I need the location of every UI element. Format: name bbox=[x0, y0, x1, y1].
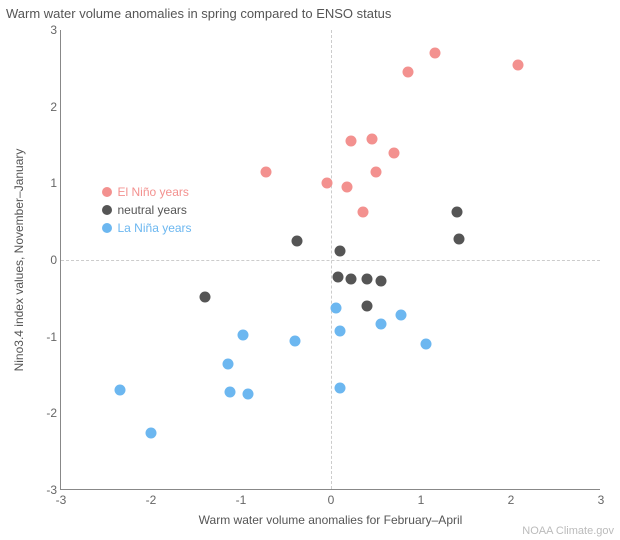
y-tick-label: 1 bbox=[39, 176, 57, 190]
x-tick-label: -1 bbox=[236, 493, 247, 507]
legend-marker-icon bbox=[102, 187, 112, 197]
scatter-point bbox=[342, 182, 353, 193]
legend-marker-icon bbox=[102, 205, 112, 215]
scatter-point bbox=[335, 245, 346, 256]
scatter-point bbox=[366, 133, 377, 144]
credit-text: NOAA Climate.gov bbox=[522, 525, 614, 537]
scatter-point bbox=[371, 166, 382, 177]
scatter-point bbox=[362, 301, 373, 312]
zero-line-horizontal bbox=[61, 260, 600, 261]
scatter-point bbox=[237, 330, 248, 341]
scatter-point bbox=[200, 291, 211, 302]
scatter-point bbox=[362, 274, 373, 285]
scatter-point bbox=[290, 335, 301, 346]
scatter-point bbox=[396, 310, 407, 321]
y-axis-label: Nino3.4 index values, November–January bbox=[12, 148, 26, 371]
y-tick-label: -1 bbox=[39, 330, 57, 344]
y-tick-label: 0 bbox=[39, 253, 57, 267]
scatter-point bbox=[225, 386, 236, 397]
x-tick-label: 2 bbox=[508, 493, 515, 507]
scatter-point bbox=[291, 235, 302, 246]
x-tick-label: -3 bbox=[56, 493, 67, 507]
scatter-point bbox=[513, 59, 524, 70]
scatter-point bbox=[222, 358, 233, 369]
scatter-point bbox=[375, 275, 386, 286]
legend-item: neutral years bbox=[102, 201, 192, 219]
y-tick-label: -2 bbox=[39, 406, 57, 420]
legend: El Niño yearsneutral yearsLa Niña years bbox=[102, 183, 192, 237]
scatter-point bbox=[452, 207, 463, 218]
scatter-point bbox=[335, 326, 346, 337]
y-tick-label: 3 bbox=[39, 23, 57, 37]
legend-item: La Niña years bbox=[102, 219, 192, 237]
scatter-point bbox=[146, 427, 157, 438]
scatter-point bbox=[345, 274, 356, 285]
scatter-point bbox=[345, 136, 356, 147]
scatter-point bbox=[243, 389, 254, 400]
scatter-point bbox=[402, 67, 413, 78]
scatter-point bbox=[333, 271, 344, 282]
x-tick-label: 3 bbox=[598, 493, 605, 507]
scatter-point bbox=[389, 147, 400, 158]
legend-label: neutral years bbox=[118, 201, 187, 219]
scatter-point bbox=[321, 178, 332, 189]
x-tick-label: -2 bbox=[146, 493, 157, 507]
scatter-point bbox=[330, 303, 341, 314]
scatter-point bbox=[420, 339, 431, 350]
legend-label: La Niña years bbox=[118, 219, 192, 237]
chart-title: Warm water volume anomalies in spring co… bbox=[6, 6, 391, 21]
scatter-point bbox=[357, 207, 368, 218]
legend-label: El Niño years bbox=[118, 183, 189, 201]
y-tick-label: 2 bbox=[39, 100, 57, 114]
plot-area: -3-2-10123-3-2-10123Warm water volume an… bbox=[60, 30, 600, 490]
scatter-point bbox=[335, 383, 346, 394]
legend-item: El Niño years bbox=[102, 183, 192, 201]
y-tick-label: -3 bbox=[39, 483, 57, 497]
legend-marker-icon bbox=[102, 223, 112, 233]
x-tick-label: 1 bbox=[418, 493, 425, 507]
scatter-point bbox=[453, 234, 464, 245]
scatter-point bbox=[429, 48, 440, 59]
scatter-point bbox=[114, 385, 125, 396]
x-axis-label: Warm water volume anomalies for February… bbox=[199, 513, 463, 527]
scatter-point bbox=[375, 318, 386, 329]
x-tick-label: 0 bbox=[328, 493, 335, 507]
scatter-point bbox=[261, 166, 272, 177]
